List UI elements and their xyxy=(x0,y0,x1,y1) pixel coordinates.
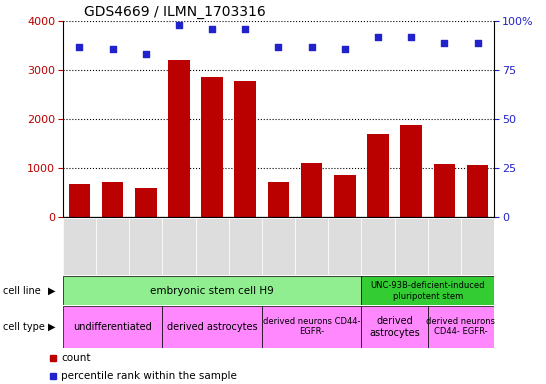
Bar xyxy=(428,218,461,275)
Text: derived neurons CD44-
EGFR-: derived neurons CD44- EGFR- xyxy=(263,317,360,336)
Bar xyxy=(96,218,129,275)
Bar xyxy=(400,126,422,217)
Text: ▶: ▶ xyxy=(48,322,56,332)
Text: ▶: ▶ xyxy=(48,286,56,296)
Bar xyxy=(328,218,361,275)
Bar xyxy=(301,163,323,217)
Point xyxy=(307,43,316,50)
Bar xyxy=(268,182,289,217)
Bar xyxy=(135,188,157,217)
Bar xyxy=(63,306,162,348)
Point xyxy=(473,40,482,46)
Bar xyxy=(361,218,395,275)
Bar xyxy=(195,218,229,275)
Point xyxy=(141,51,150,58)
Text: cell line: cell line xyxy=(3,286,40,296)
Text: cell type: cell type xyxy=(3,322,45,332)
Bar xyxy=(234,81,256,217)
Bar xyxy=(102,182,123,217)
Text: UNC-93B-deficient-induced
pluripotent stem: UNC-93B-deficient-induced pluripotent st… xyxy=(371,281,485,301)
Bar xyxy=(295,218,328,275)
Bar xyxy=(168,60,189,217)
Bar xyxy=(162,306,262,348)
Bar xyxy=(395,218,428,275)
Text: derived neurons
CD44- EGFR-: derived neurons CD44- EGFR- xyxy=(426,317,495,336)
Bar xyxy=(262,218,295,275)
Text: GDS4669 / ILMN_1703316: GDS4669 / ILMN_1703316 xyxy=(84,5,266,19)
Bar xyxy=(63,218,96,275)
Bar xyxy=(361,276,494,305)
Bar xyxy=(361,306,428,348)
Point xyxy=(440,40,449,46)
Text: derived astrocytes: derived astrocytes xyxy=(167,322,257,332)
Bar xyxy=(461,218,494,275)
Point xyxy=(274,43,283,50)
Point xyxy=(373,34,382,40)
Bar xyxy=(262,306,361,348)
Bar xyxy=(334,175,355,217)
Bar xyxy=(229,218,262,275)
Point xyxy=(341,45,349,51)
Bar xyxy=(63,276,361,305)
Text: derived
astrocytes: derived astrocytes xyxy=(369,316,420,338)
Bar xyxy=(69,184,90,217)
Text: count: count xyxy=(61,353,91,362)
Bar xyxy=(434,164,455,217)
Point xyxy=(407,34,416,40)
Point xyxy=(241,26,250,32)
Bar xyxy=(428,306,494,348)
Text: undifferentiated: undifferentiated xyxy=(73,322,152,332)
Point xyxy=(175,22,183,28)
Bar xyxy=(367,134,389,217)
Point xyxy=(207,26,216,32)
Bar xyxy=(467,165,488,217)
Bar xyxy=(162,218,195,275)
Text: percentile rank within the sample: percentile rank within the sample xyxy=(61,371,238,381)
Point xyxy=(75,43,84,50)
Text: embryonic stem cell H9: embryonic stem cell H9 xyxy=(150,286,274,296)
Point xyxy=(108,45,117,51)
Bar xyxy=(201,78,223,217)
Bar xyxy=(129,218,162,275)
